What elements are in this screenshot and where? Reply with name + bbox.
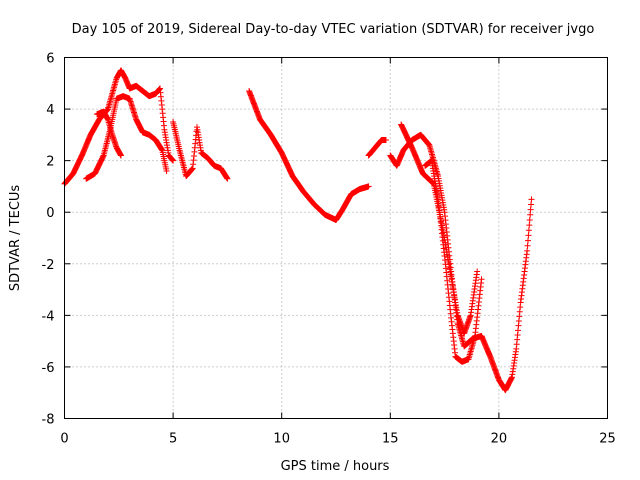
y-tick-label: -2: [42, 258, 55, 273]
data-point: [478, 276, 485, 283]
chart-title: Day 105 of 2019, Sidereal Day-to-day VTE…: [72, 22, 595, 37]
x-tick-label: 15: [382, 432, 399, 447]
data-point: [526, 216, 533, 223]
series-arc-1c: [94, 108, 124, 159]
x-tick-label: 10: [273, 432, 290, 447]
data-point: [526, 222, 533, 229]
y-tick-label: 4: [46, 103, 54, 118]
series-arc-5c: [422, 157, 485, 365]
data-points: [61, 67, 535, 394]
data-point: [474, 268, 481, 275]
x-tick-label: 5: [169, 432, 177, 447]
data-point: [224, 175, 231, 182]
y-axis-label: SDTVAR / TECUs: [8, 185, 23, 292]
data-point: [365, 183, 372, 190]
x-tick-label: 0: [60, 432, 68, 447]
data-point: [117, 152, 124, 159]
data-point: [528, 196, 535, 203]
data-point: [527, 211, 534, 218]
grid: [64, 57, 608, 419]
data-point: [525, 232, 532, 239]
data-point: [525, 237, 532, 244]
x-tick-label: 20: [491, 432, 508, 447]
series-arc-1a: [61, 67, 177, 187]
x-tick-label: 25: [599, 432, 616, 447]
series-arc-2: [170, 118, 231, 182]
data-point: [524, 247, 531, 254]
y-tick-label: -8: [42, 413, 55, 428]
y-tick-label: 2: [46, 155, 54, 170]
series-arc-5a: [387, 131, 535, 394]
data-point: [163, 167, 170, 174]
plot-frame: [64, 57, 608, 419]
data-point: [527, 206, 534, 213]
data-point: [170, 157, 177, 164]
series-arc-5b: [398, 121, 481, 337]
y-tick-label: 0: [46, 206, 54, 221]
series-arc-4: [365, 137, 389, 159]
data-point: [382, 137, 389, 144]
y-tick-label: -6: [42, 361, 55, 376]
y-tick-label: -4: [42, 309, 55, 324]
y-tick-label: 6: [46, 52, 54, 67]
series-arc-3: [246, 88, 372, 223]
data-point: [525, 227, 532, 234]
series-arc-1b: [83, 93, 170, 182]
axis-ticks: -8 -6 -4 -2 0 2 4 6 0 5 10 15 20 25: [42, 52, 616, 447]
data-point: [528, 201, 535, 208]
data-point: [524, 242, 531, 249]
x-axis-label: GPS time / hours: [281, 459, 390, 474]
